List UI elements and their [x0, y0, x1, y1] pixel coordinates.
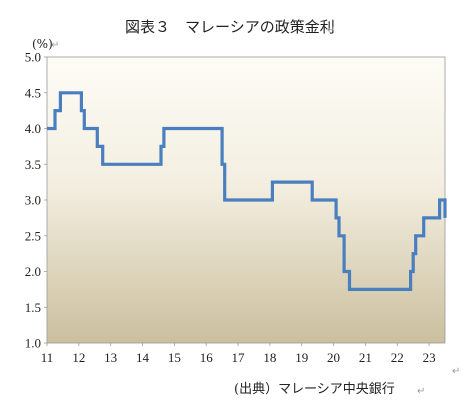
x-tick-label-15: 15	[168, 350, 181, 365]
y-axis-ticks: 5.0 4.5 4.0 3.5 3.0 2.5 2.0 1.5 1.0	[25, 50, 47, 351]
x-tick-label-19: 19	[295, 350, 308, 365]
y-tick-label-3-0: 3.0	[25, 193, 41, 208]
y-tick-label-4-0: 4.0	[25, 121, 41, 136]
y-tick-label-4-5: 4.5	[25, 85, 41, 100]
x-tick-label-20: 20	[327, 350, 340, 365]
title-return-mark: ↵	[327, 25, 335, 36]
y-tick-label-2-5: 2.5	[25, 228, 41, 243]
source-note: (出典）マレーシア中央銀行	[234, 382, 395, 397]
y-tick-label-1-5: 1.5	[25, 300, 41, 315]
x-tick-label-22: 22	[391, 350, 404, 365]
y-tick-label-3-5: 3.5	[25, 157, 41, 172]
x-tick-label-16: 16	[200, 350, 214, 365]
y-tick-label-1-0: 1.0	[25, 336, 41, 351]
x-tick-label-17: 17	[232, 350, 246, 365]
x-tick-label-14: 14	[136, 350, 150, 365]
y-tick-label-5-0: 5.0	[25, 50, 41, 65]
chart-title: 図表３ マレーシアの政策金利	[125, 18, 335, 36]
unit-return-mark: ↵	[51, 40, 59, 51]
y-tick-label-2-0: 2.0	[25, 264, 41, 279]
x-tick-label-21: 21	[359, 350, 372, 365]
x-tick-label-18: 18	[263, 350, 276, 365]
x-tick-label-12: 12	[72, 350, 85, 365]
x-tick-label-23: 23	[423, 350, 436, 365]
x-axis-ticks: 11 12 13 14 15 16 17 18 19 20 21 22 23	[41, 343, 436, 365]
series-layer	[47, 91, 447, 291]
policy-rate-line-0	[47, 91, 447, 291]
y-axis-unit-label: (%)	[32, 37, 53, 51]
x-tick-label-13: 13	[104, 350, 117, 365]
x-tick-label-11: 11	[41, 350, 54, 365]
right-return-mark: ↵	[452, 366, 460, 377]
source-return-mark: ↵	[417, 386, 425, 397]
